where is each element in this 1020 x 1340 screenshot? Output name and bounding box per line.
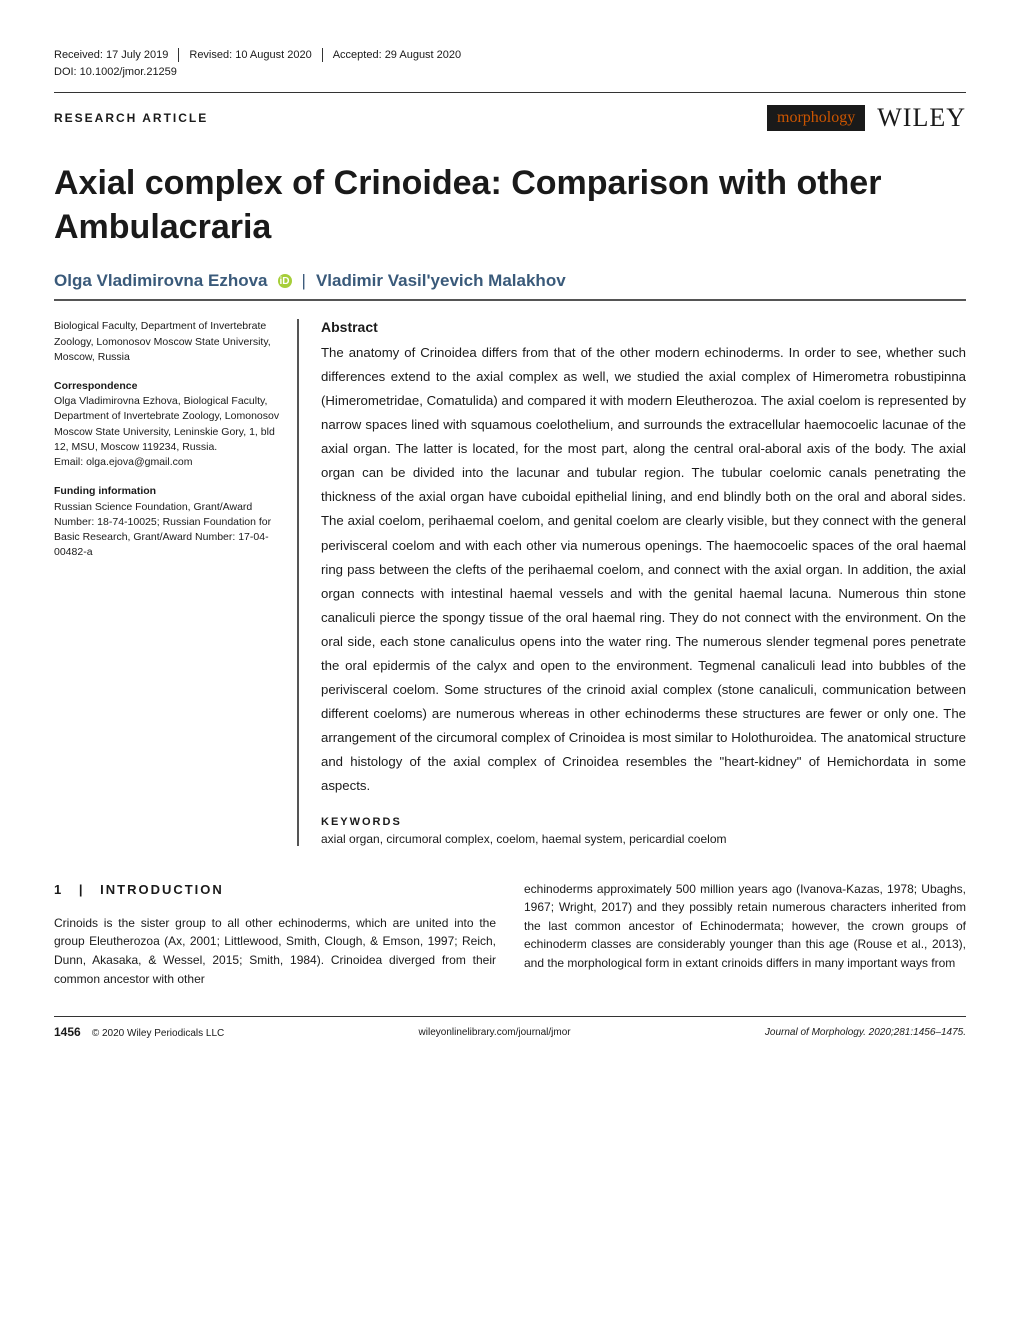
revised-label: Revised: xyxy=(189,49,232,61)
doi: DOI: 10.1002/jmor.21259 xyxy=(54,66,966,78)
author-name: Olga Vladimirovna Ezhova xyxy=(54,271,268,291)
article-type-row: RESEARCH ARTICLE morphology WILEY xyxy=(54,103,966,133)
affiliation-text: Biological Faculty, Department of Invert… xyxy=(54,320,271,362)
journal-brand: morphology WILEY xyxy=(767,103,966,133)
page-number: 1456 xyxy=(54,1025,81,1039)
correspondence-heading: Correspondence xyxy=(54,379,281,394)
page-footer: 1456 © 2020 Wiley Periodicals LLC wileyo… xyxy=(54,1016,966,1039)
body-column-right: echinoderms approximately 500 million ye… xyxy=(524,880,966,989)
funding-block: Funding information Russian Science Foun… xyxy=(54,484,281,560)
section-bar: | xyxy=(79,882,85,897)
abstract-text: The anatomy of Crinoidea differs from th… xyxy=(321,341,966,797)
email-label: Email: xyxy=(54,456,86,468)
article-title: Axial complex of Crinoidea: Comparison w… xyxy=(54,161,966,249)
body-text: Crinoids is the sister group to all othe… xyxy=(54,914,496,988)
metadata-column: Biological Faculty, Department of Invert… xyxy=(54,319,299,845)
footer-left: 1456 © 2020 Wiley Periodicals LLC xyxy=(54,1025,224,1039)
accepted-label: Accepted: xyxy=(333,49,382,61)
correspondence-block: Correspondence Olga Vladimirovna Ezhova,… xyxy=(54,379,281,470)
introduction-section: 1 | INTRODUCTION Crinoids is the sister … xyxy=(54,880,966,989)
horizontal-rule xyxy=(54,299,966,301)
revised-date: 10 August 2020 xyxy=(235,49,311,61)
footer-url: wileyonlinelibrary.com/journal/jmor xyxy=(419,1027,571,1038)
body-column-left: 1 | INTRODUCTION Crinoids is the sister … xyxy=(54,880,496,989)
funding-heading: Funding information xyxy=(54,484,281,499)
divider xyxy=(322,48,323,62)
submission-dates: Received: 17 July 2019 Revised: 10 Augus… xyxy=(54,48,966,62)
accepted-date: 29 August 2020 xyxy=(385,49,461,61)
orcid-icon: iD xyxy=(278,274,292,288)
footer-citation: Journal of Morphology. 2020;281:1456–147… xyxy=(765,1027,966,1038)
article-type: RESEARCH ARTICLE xyxy=(54,111,208,125)
section-title: INTRODUCTION xyxy=(100,882,224,897)
section-heading: 1 | INTRODUCTION xyxy=(54,880,496,900)
received-label: Received: xyxy=(54,49,103,61)
author-name: Vladimir Vasil'yevich Malakhov xyxy=(316,271,566,291)
section-number: 1 xyxy=(54,882,63,897)
divider xyxy=(178,48,179,62)
keywords-heading: KEYWORDS xyxy=(321,816,966,828)
journal-name: morphology xyxy=(777,109,855,127)
author-list: Olga Vladimirovna Ezhova iD | Vladimir V… xyxy=(54,271,966,291)
received-date: 17 July 2019 xyxy=(106,49,168,61)
funding-text: Russian Science Foundation, Grant/Award … xyxy=(54,500,281,561)
main-columns: Biological Faculty, Department of Invert… xyxy=(54,319,966,845)
publisher-logo: WILEY xyxy=(877,103,966,133)
body-columns: 1 | INTRODUCTION Crinoids is the sister … xyxy=(54,880,966,989)
horizontal-rule xyxy=(54,92,966,93)
affiliation-block: Biological Faculty, Department of Invert… xyxy=(54,319,281,365)
journal-logo: morphology xyxy=(767,105,865,131)
author-separator: | xyxy=(302,271,306,291)
correspondence-text: Olga Vladimirovna Ezhova, Biological Fac… xyxy=(54,394,281,455)
keywords-text: axial organ, circumoral complex, coelom,… xyxy=(321,832,966,846)
email-address: olga.ejova@gmail.com xyxy=(86,456,192,468)
copyright: © 2020 Wiley Periodicals LLC xyxy=(92,1028,224,1039)
email-line: Email: olga.ejova@gmail.com xyxy=(54,455,281,470)
body-text: echinoderms approximately 500 million ye… xyxy=(524,880,966,973)
abstract-column: Abstract The anatomy of Crinoidea differ… xyxy=(321,319,966,845)
abstract-heading: Abstract xyxy=(321,319,966,335)
